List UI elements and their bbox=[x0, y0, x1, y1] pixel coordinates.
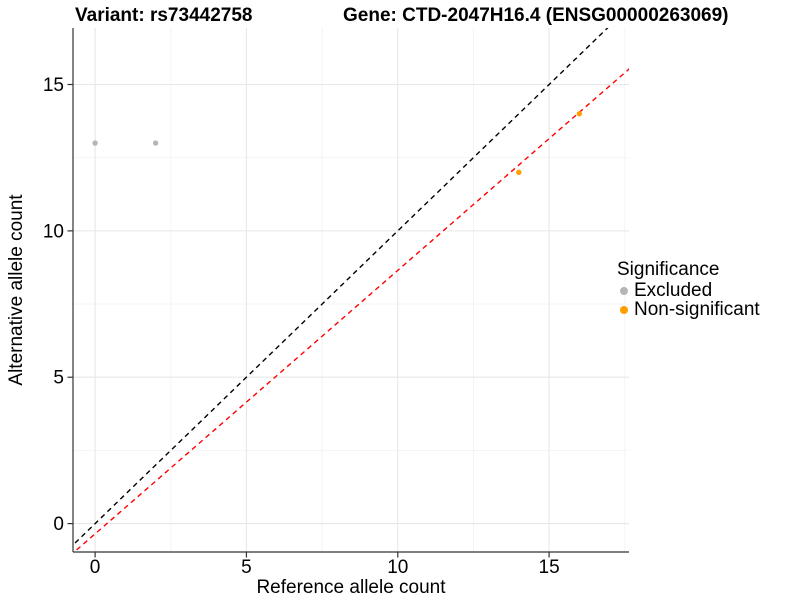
excluded-dot-icon bbox=[620, 286, 628, 295]
legend-item-non-significant: Non-significant bbox=[617, 300, 760, 319]
x-tick-label: 10 bbox=[387, 557, 408, 578]
y-axis-title: Alternative allele count bbox=[6, 194, 27, 386]
data-point-excluded bbox=[152, 140, 159, 146]
data-point-non-significant bbox=[576, 111, 583, 117]
y-tick-label: 5 bbox=[53, 368, 64, 389]
fitted-ratio-line bbox=[73, 68, 629, 552]
y-tick-label: 0 bbox=[53, 514, 64, 535]
legend-title: Significance bbox=[617, 259, 720, 280]
x-tick-label: 15 bbox=[539, 557, 560, 578]
legend-label-excluded: Excluded bbox=[634, 280, 713, 301]
data-point-non-significant bbox=[516, 169, 522, 176]
variant-title: Variant: rs73442758 bbox=[75, 5, 253, 26]
legend-item-excluded: Excluded bbox=[617, 281, 760, 300]
legend-label-non-significant: Non-significant bbox=[634, 299, 760, 320]
gene-title: Gene: CTD-2047H16.4 (ENSG00000263069) bbox=[343, 5, 729, 26]
data-point-excluded bbox=[92, 140, 98, 146]
x-tick-label: 0 bbox=[90, 557, 101, 578]
non-significant-dot-icon bbox=[620, 305, 628, 314]
legend: Significance Excluded Non-significant bbox=[617, 259, 760, 320]
y-tick-label: 15 bbox=[43, 75, 64, 96]
x-axis-title: Reference allele count bbox=[256, 577, 446, 598]
y-tick-label: 10 bbox=[43, 221, 64, 242]
x-tick-label: 5 bbox=[241, 557, 252, 578]
identity-line bbox=[73, 28, 609, 546]
